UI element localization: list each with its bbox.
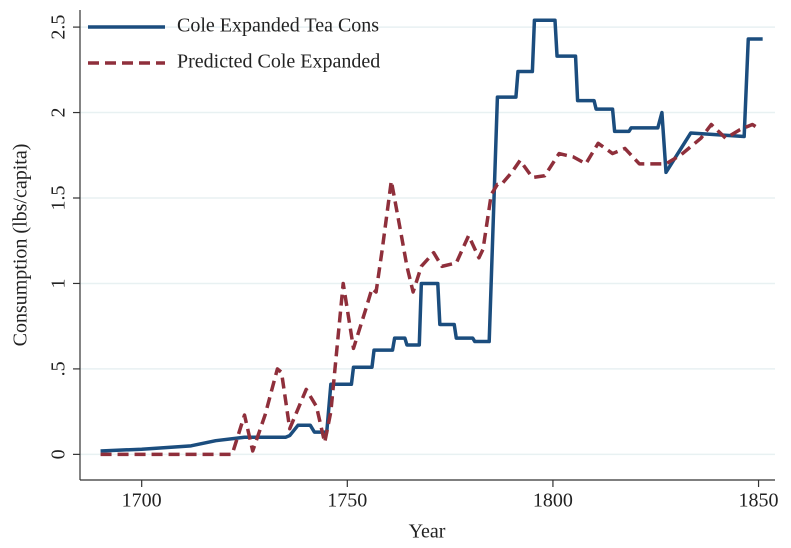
x-tick-label: 1850 (739, 490, 779, 512)
y-axis-title: Consumption (lbs/capita) (10, 144, 32, 347)
legend-label: Predicted Cole Expanded (177, 51, 380, 73)
y-tick-label: .5 (48, 361, 70, 376)
x-axis-title: Year (409, 521, 446, 543)
x-tick-label: 1700 (122, 490, 162, 512)
y-tick-label: 2 (48, 108, 70, 118)
x-tick-label: 1800 (533, 490, 573, 512)
y-tick-label: 0 (48, 449, 70, 459)
legend-label: Cole Expanded Tea Cons (177, 15, 379, 37)
y-tick-label: 1.5 (48, 186, 70, 211)
x-tick-label: 1750 (327, 490, 367, 512)
series-line (100, 18, 763, 453)
y-tick-label: 2.5 (48, 15, 70, 40)
y-tick-label: 1 (48, 278, 70, 288)
